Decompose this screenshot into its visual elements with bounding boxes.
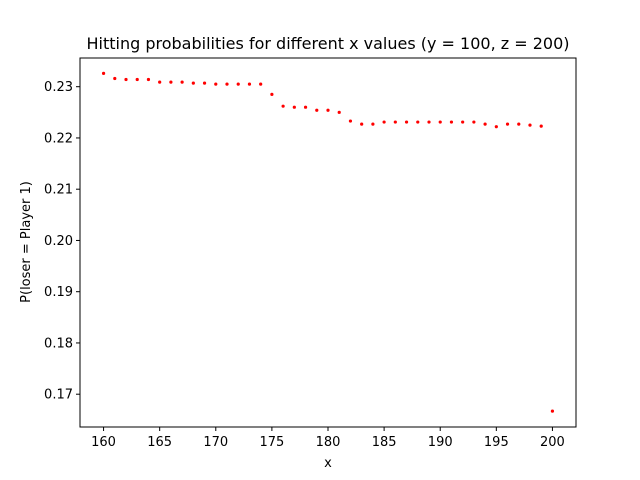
data-points — [101, 71, 555, 413]
x-axis-ticks: 160 165 170 175 180 185 190 195 200 — [91, 427, 565, 450]
x-tick-label: 165 — [147, 435, 172, 450]
data-point — [517, 122, 521, 126]
y-axis-ticks: 0.17 0.18 0.19 0.20 0.21 0.22 0.23 — [44, 80, 80, 403]
data-point — [270, 92, 274, 96]
data-point — [202, 81, 207, 85]
data-point — [124, 77, 128, 82]
plot-frame — [79, 57, 577, 428]
data-point — [214, 82, 218, 86]
y-tick-label: 0.20 — [44, 234, 73, 249]
data-point — [494, 125, 498, 129]
data-point — [427, 120, 431, 124]
y-tick-label: 0.18 — [44, 336, 73, 351]
data-point — [113, 76, 117, 81]
x-tick-label: 180 — [316, 435, 341, 450]
data-point — [281, 104, 285, 108]
data-point — [461, 120, 465, 124]
y-tick-label: 0.23 — [44, 80, 73, 95]
data-point — [483, 122, 487, 126]
data-point — [326, 108, 330, 112]
y-tick-label: 0.22 — [44, 131, 73, 146]
y-axis-label: P(loser = Player 1) — [19, 181, 34, 303]
data-point — [315, 108, 319, 112]
data-point — [169, 80, 173, 84]
data-point — [505, 122, 510, 126]
data-point — [360, 122, 364, 126]
data-point — [259, 82, 263, 86]
data-point — [101, 71, 106, 75]
data-point — [292, 105, 296, 109]
data-point — [236, 82, 240, 86]
chart-title: Hitting probabilities for different x va… — [86, 34, 569, 53]
y-tick-label: 0.17 — [44, 388, 73, 403]
x-tick-label: 190 — [428, 435, 453, 450]
data-point — [348, 119, 353, 123]
data-point — [416, 120, 420, 124]
data-point — [472, 120, 476, 124]
data-point — [449, 120, 454, 124]
data-point — [135, 77, 139, 82]
x-tick-label: 170 — [203, 435, 228, 450]
data-point — [158, 80, 162, 84]
x-tick-label: 175 — [259, 435, 284, 450]
data-point — [247, 82, 252, 86]
x-tick-label: 160 — [91, 435, 116, 450]
data-point — [146, 77, 151, 82]
data-point — [539, 124, 543, 128]
data-point — [382, 120, 386, 124]
data-point — [337, 110, 341, 114]
data-point — [404, 120, 409, 124]
data-point — [180, 80, 184, 84]
data-point — [303, 105, 308, 109]
data-point — [371, 122, 375, 126]
data-point — [225, 82, 229, 86]
data-point — [528, 123, 532, 127]
y-tick-label: 0.19 — [44, 285, 73, 300]
data-point — [393, 120, 397, 124]
x-tick-label: 185 — [372, 435, 397, 450]
x-tick-label: 195 — [484, 435, 509, 450]
data-point — [191, 81, 195, 85]
data-point — [550, 409, 555, 413]
y-tick-label: 0.21 — [44, 183, 73, 198]
x-axis-label: x — [324, 456, 332, 471]
data-point — [438, 120, 442, 124]
x-tick-label: 200 — [540, 435, 565, 450]
